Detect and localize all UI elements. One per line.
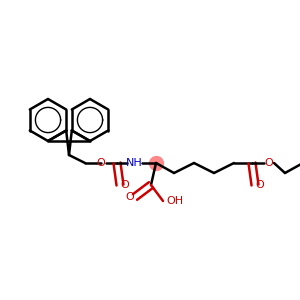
Text: O: O [256, 180, 264, 190]
Text: O: O [126, 192, 134, 202]
Text: OH: OH [167, 196, 184, 206]
Text: O: O [265, 158, 273, 168]
Text: O: O [121, 180, 129, 190]
Text: O: O [97, 158, 105, 168]
Text: NH: NH [126, 158, 142, 168]
